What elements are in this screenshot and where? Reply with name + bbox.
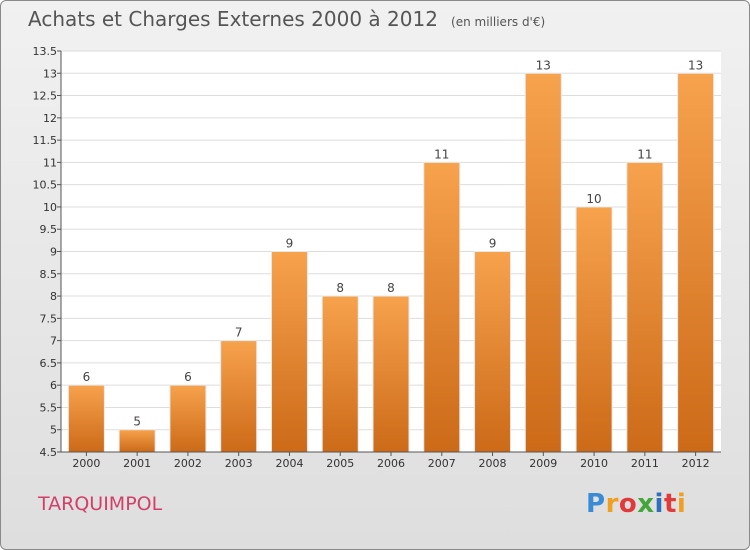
data-label-2008: 9 [489,237,497,251]
logo-letter: t [663,489,677,519]
bars [67,72,715,453]
data-label-2011: 11 [637,147,652,161]
data-label-2004: 9 [286,237,294,251]
x-tick-label-2012: 2012 [682,457,710,470]
x-tick-label-2001: 2001 [123,457,151,470]
y-tick-label: 5.5 [40,401,58,414]
data-label-2012: 13 [688,58,703,72]
data-label-2007: 11 [434,147,449,161]
y-tick-label: 10.5 [33,179,58,192]
y-tick-label: 11.5 [33,134,58,147]
y-tick-label: 13 [43,67,57,80]
x-tick-label-2004: 2004 [275,457,303,470]
data-label-2003: 7 [235,326,243,340]
data-label-2002: 6 [184,370,192,384]
x-tick-label-2009: 2009 [529,457,557,470]
bar-2002 [169,384,207,453]
y-tick-label: 12 [43,112,57,125]
y-tick-label: 12.5 [33,90,58,103]
commune-name: TARQUIMPOL [38,493,163,515]
data-label-2000: 6 [83,370,91,384]
bar-2008 [474,251,512,453]
bar-2007 [423,161,461,453]
y-tick-label: 9 [50,246,57,259]
x-tick-label-2007: 2007 [428,457,456,470]
y-axis: 4.5 5 5.5 6 6.5 7 7.5 8 8.5 9 9.5 10 10.5 11 11.5 12 12.… [33,45,62,459]
bar-2001 [118,429,156,453]
y-tick-label: 6.5 [40,357,58,370]
data-label-2009: 13 [536,58,551,72]
bar-2011 [626,161,664,453]
x-tick-label-2006: 2006 [377,457,405,470]
data-label-2010: 10 [586,192,601,206]
x-tick-label-2010: 2010 [580,457,608,470]
logo-letter: o [618,489,638,519]
bar-2003 [220,340,258,453]
logo-letter: x [637,489,655,519]
chart-title: Achats et Charges Externes 2000 à 2012 (… [28,7,545,31]
logo-letter: P [586,489,606,519]
x-tick-label-2008: 2008 [479,457,507,470]
bar-2012 [677,72,715,453]
data-labels: 6 5 6 7 9 8 8 11 9 13 10 11 13 [83,58,704,428]
bar-2009 [524,72,562,453]
logo-letter: i [654,489,664,519]
x-tick-label-2003: 2003 [225,457,253,470]
bar-2005 [321,295,359,453]
y-tick-label: 10 [43,201,57,214]
x-tick-label-2005: 2005 [326,457,354,470]
proxiti-logo: Proxiti [586,489,686,519]
y-tick-label: 11 [43,156,57,169]
x-axis: 2000 2001 2002 2003 2004 2005 2006 2007 2008 2009… [61,451,721,470]
bar-2006 [372,295,410,453]
logo-letter: r [605,489,619,519]
y-tick-label: 13.5 [33,45,58,58]
logo-letter: i [676,489,687,519]
y-tick-label: 5 [50,424,57,437]
y-tick-label: 6 [50,379,57,392]
y-tick-label: 7 [50,335,57,348]
y-tick-label: 8.5 [40,268,58,281]
data-label-2001: 5 [133,415,141,429]
data-label-2005: 8 [336,281,344,295]
y-tick-label: 7.5 [40,312,58,325]
bar-2004 [270,251,308,453]
y-tick-label: 9.5 [40,223,58,236]
x-tick-label-2000: 2000 [72,457,100,470]
chart-title-main: Achats et Charges Externes 2000 à 2012 [28,7,438,31]
chart-subtitle: (en milliers d'€) [451,15,546,29]
x-tick-label-2002: 2002 [174,457,202,470]
x-tick-label-2011: 2011 [631,457,659,470]
y-tick-label: 4.5 [40,446,58,459]
y-tick-label: 8 [50,290,57,303]
data-label-2006: 8 [387,281,395,295]
bar-2010 [575,206,613,453]
bar-2000 [67,384,105,453]
